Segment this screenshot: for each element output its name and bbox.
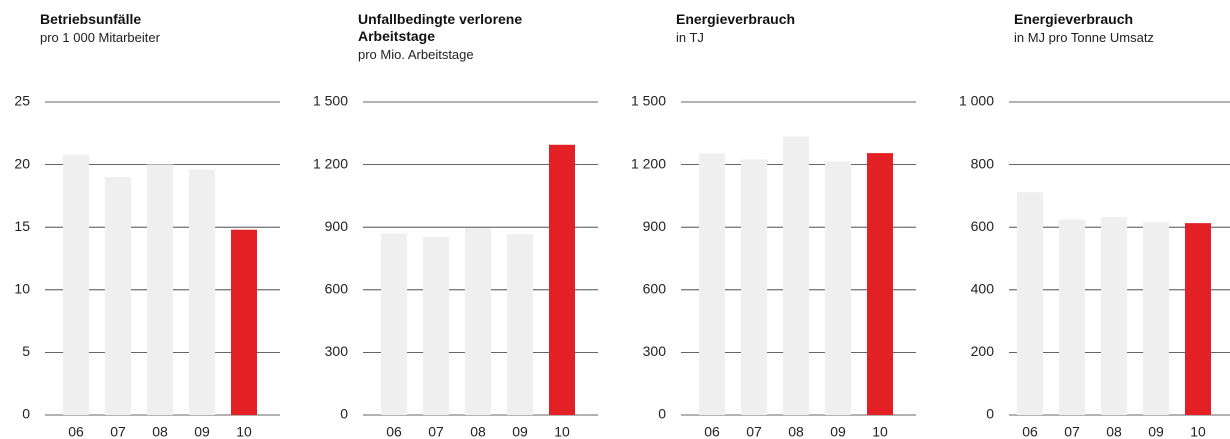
y-tick-label: 300: [325, 343, 349, 359]
x-tick-label: 06: [1022, 424, 1038, 439]
bar: [1017, 192, 1043, 415]
x-tick-label: 08: [152, 424, 168, 439]
x-tick-label: 10: [236, 424, 252, 439]
x-tick-label: 07: [428, 424, 444, 439]
x-tick-label: 10: [872, 424, 888, 439]
y-tick-label: 1 000: [959, 93, 994, 109]
x-tick-label: 10: [554, 424, 570, 439]
chart-subtitle: in MJ pro Tonne Umsatz: [1014, 30, 1154, 45]
x-tick-label: 09: [512, 424, 528, 439]
bar: [147, 164, 173, 415]
y-tick-label: 0: [22, 406, 30, 422]
y-tick-label: 0: [340, 406, 348, 422]
x-tick-label: 06: [704, 424, 720, 439]
chart-title: Energieverbrauch: [676, 11, 796, 27]
bar: [783, 136, 809, 415]
bar: [1143, 222, 1169, 415]
bar: [465, 228, 491, 415]
x-tick-label: 08: [788, 424, 804, 439]
chart-subtitle: in TJ: [676, 30, 704, 45]
y-tick-label: 600: [325, 281, 349, 297]
y-tick-label: 300: [643, 343, 667, 359]
bar: [381, 233, 407, 415]
chart-subtitle: pro 1 000 Mitarbeiter: [40, 30, 160, 45]
x-tick-label: 07: [110, 424, 126, 439]
y-tick-label: 600: [971, 218, 995, 234]
bar: [825, 161, 851, 415]
y-tick-label: 1 500: [631, 93, 666, 109]
y-tick-label: 15: [14, 218, 30, 234]
y-tick-label: 900: [325, 218, 349, 234]
y-tick-label: 600: [643, 281, 667, 297]
bar: [189, 169, 215, 415]
chart-subtitle: pro Mio. Arbeitstage: [358, 47, 474, 62]
y-tick-label: 0: [658, 406, 666, 422]
bar: [1185, 223, 1211, 415]
y-tick-label: 0: [986, 406, 994, 422]
x-tick-label: 06: [386, 424, 402, 439]
bar: [507, 234, 533, 415]
x-tick-label: 07: [746, 424, 762, 439]
bar: [549, 144, 575, 415]
x-tick-label: 07: [1064, 424, 1080, 439]
y-tick-label: 900: [643, 218, 667, 234]
y-tick-label: 1 200: [631, 155, 666, 171]
bar: [1101, 217, 1127, 415]
y-tick-label: 800: [971, 155, 995, 171]
bar: [741, 159, 767, 415]
y-tick-label: 1 500: [313, 93, 348, 109]
x-tick-label: 08: [1106, 424, 1122, 439]
y-tick-label: 1 200: [313, 155, 348, 171]
bar: [423, 237, 449, 415]
x-tick-label: 09: [194, 424, 210, 439]
y-tick-label: 25: [14, 93, 30, 109]
x-tick-label: 09: [1148, 424, 1164, 439]
bar: [231, 229, 257, 415]
chart-title: Energieverbrauch: [1014, 11, 1134, 27]
bar: [1059, 219, 1085, 415]
x-tick-label: 09: [830, 424, 846, 439]
y-tick-label: 20: [14, 155, 30, 171]
bar: [699, 153, 725, 416]
bar: [105, 177, 131, 415]
x-tick-label: 10: [1190, 424, 1206, 439]
y-tick-label: 5: [22, 343, 30, 359]
x-tick-label: 06: [68, 424, 84, 439]
y-tick-label: 10: [14, 281, 30, 297]
bar: [63, 154, 89, 416]
x-tick-label: 08: [470, 424, 486, 439]
chart-title: Unfallbedingte verlorene Arbeitstage: [358, 11, 523, 44]
chart-title: Betriebsunfälle: [40, 11, 142, 27]
y-tick-label: 400: [971, 281, 995, 297]
y-tick-label: 200: [971, 343, 995, 359]
bar: [867, 153, 893, 415]
